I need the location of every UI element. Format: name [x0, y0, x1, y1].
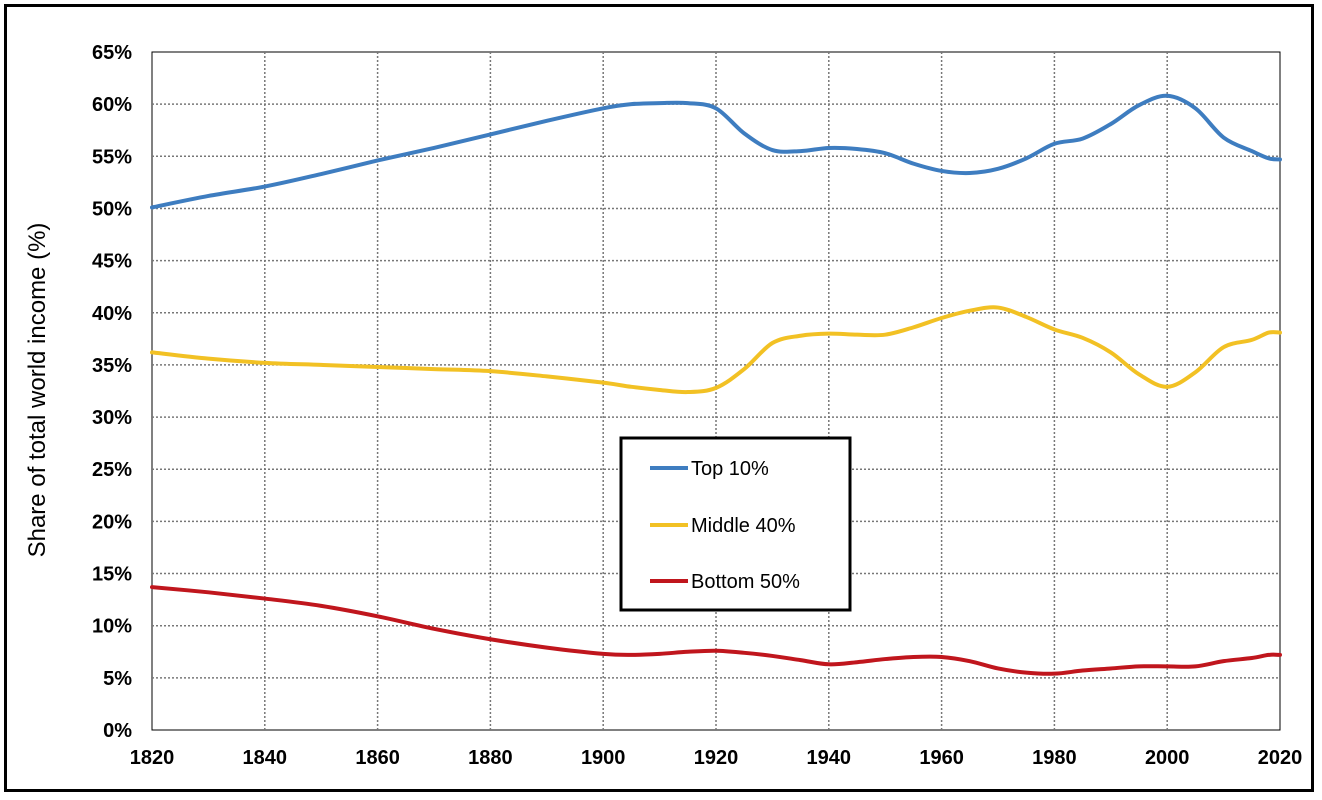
y-tick-label: 15% — [92, 564, 132, 586]
series-line-top-10 — [150, 93, 1282, 210]
y-tick-label: 5% — [103, 668, 132, 690]
y-tick-label: 60% — [92, 94, 132, 116]
y-tick-label: 0% — [103, 720, 132, 742]
y-tick-label: 55% — [92, 146, 132, 168]
y-axis-ticks: 0% 5% 10% 15% 20% 25% 30% 35% 40% 45% 50% 55% 60% 65% — [92, 42, 132, 742]
x-axis-ticks: 1820 1840 1860 1880 1900 1920 1940 1960 1980 2000… — [130, 747, 1303, 769]
x-tick-label: 1900 — [581, 747, 626, 769]
legend: Top 10% Middle 40% Bottom 50% — [619, 436, 852, 612]
y-tick-label: 35% — [92, 355, 132, 377]
x-tick-label: 1840 — [243, 747, 288, 769]
x-tick-label: 2000 — [1145, 747, 1190, 769]
y-tick-label: 10% — [92, 616, 132, 638]
x-tick-label: 2020 — [1258, 747, 1303, 769]
x-tick-label: 1820 — [130, 747, 175, 769]
series-line-bottom-50 — [150, 585, 1282, 676]
legend-label-bottom-50: Bottom 50% — [691, 571, 800, 593]
y-tick-label: 30% — [92, 407, 132, 429]
x-tick-label: 1940 — [807, 747, 852, 769]
series-lines — [150, 93, 1282, 676]
x-tick-label: 1880 — [468, 747, 513, 769]
y-tick-label: 65% — [92, 42, 132, 64]
legend-label-middle-40: Middle 40% — [691, 515, 796, 537]
y-tick-label: 25% — [92, 459, 132, 481]
y-axis-label: Share of total world income (%) — [24, 223, 51, 558]
x-tick-label: 1860 — [355, 747, 400, 769]
x-tick-label: 1920 — [694, 747, 739, 769]
y-tick-label: 45% — [92, 251, 132, 273]
y-tick-label: 20% — [92, 511, 132, 533]
y-tick-label: 40% — [92, 303, 132, 325]
legend-label-top-10: Top 10% — [691, 458, 769, 480]
series-line-middle-40 — [150, 305, 1282, 395]
x-tick-label: 1960 — [919, 747, 964, 769]
y-tick-label: 50% — [92, 198, 132, 220]
x-tick-label: 1980 — [1032, 747, 1077, 769]
